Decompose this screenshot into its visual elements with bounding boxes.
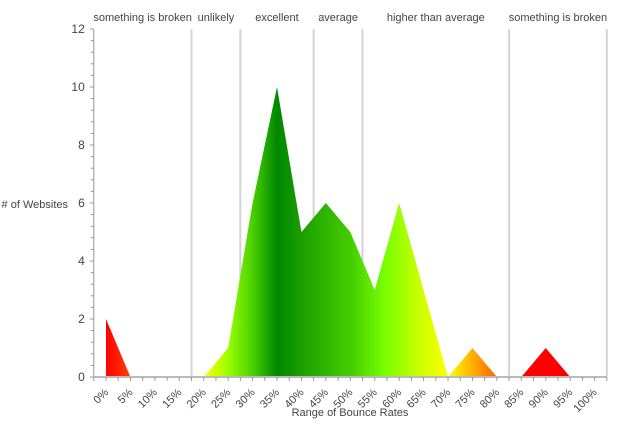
region-label: higher than average	[387, 12, 485, 24]
x-tick-label: 70%	[429, 386, 453, 410]
region-label: unlikely	[198, 12, 235, 24]
x-tick-label: 90%	[527, 386, 551, 410]
region-label: something is broken	[509, 12, 607, 24]
y-tick-label: 12	[71, 22, 85, 36]
region-label: something is broken	[93, 12, 191, 24]
x-tick-label: 15%	[160, 386, 184, 410]
x-tick-label: 10%	[136, 386, 160, 410]
y-tick-label: 4	[78, 254, 85, 268]
x-tick-label: 20%	[185, 386, 209, 410]
x-tick-label: 25%	[209, 386, 233, 410]
x-tick-label: 80%	[478, 386, 502, 410]
y-tick-label: 0	[78, 370, 85, 384]
x-tick-label: 0%	[91, 386, 111, 406]
y-tick-label: 8	[78, 138, 85, 152]
x-tick-label: 100%	[571, 386, 600, 415]
x-tick-label: 75%	[454, 386, 478, 410]
x-tick-label: 85%	[502, 386, 526, 410]
x-axis-label: Range of Bounce Rates	[292, 407, 409, 419]
area-segment	[521, 348, 570, 377]
region-label: average	[318, 12, 358, 24]
area-segment	[106, 319, 130, 377]
area-segment	[448, 348, 497, 377]
y-tick-label: 2	[78, 312, 85, 326]
x-tick-label: 30%	[234, 386, 258, 410]
region-label: excellent	[255, 12, 298, 24]
area-series	[106, 87, 595, 377]
y-tick-label: 10	[71, 80, 85, 94]
y-tick-label: 6	[78, 196, 85, 210]
y-axis-label: # of Websites	[2, 199, 69, 211]
x-tick-label: 35%	[258, 386, 282, 410]
x-tick-label: 5%	[116, 386, 136, 406]
